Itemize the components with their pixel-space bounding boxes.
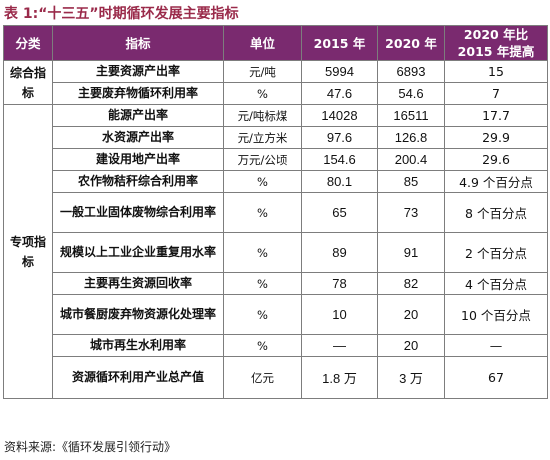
indicator-cell: 主要废弃物循环利用率 <box>52 82 224 105</box>
value-2020-cell: 6893 <box>377 60 445 83</box>
table-row: 建设用地产出率 万元/公顷 154.6 200.4 29.6 <box>4 148 548 171</box>
unit-cell: 元/吨标煤 <box>223 104 302 127</box>
value-2015-cell: 154.6 <box>301 148 378 171</box>
indicator-cell: 建设用地产出率 <box>52 148 224 171</box>
value-2020-cell: 85 <box>377 170 445 193</box>
category-cell: 专项指标 <box>3 104 53 399</box>
header-2015: 2015 年 <box>301 25 378 61</box>
value-2020-cell: 126.8 <box>377 126 445 149</box>
improvement-cell: 15 <box>444 60 548 83</box>
improvement-cell: 29.6 <box>444 148 548 171</box>
value-2020-cell: 16511 <box>377 104 445 127</box>
header-row: 分类 指标 单位 2015 年 2020 年 2020 年比 2015 年提高 <box>3 25 548 61</box>
indicator-cell: 主要资源产出率 <box>52 60 224 83</box>
value-2020-cell: 91 <box>377 232 445 273</box>
indicators-table: 分类 指标 单位 2015 年 2020 年 2020 年比 2015 年提高 … <box>3 25 548 399</box>
table-row: 综合指标 主要资源产出率 元/吨 5994 6893 15 <box>3 60 548 105</box>
header-category: 分类 <box>3 25 53 61</box>
value-2020-cell: 200.4 <box>377 148 445 171</box>
unit-cell: % <box>223 232 302 273</box>
category-cell: 综合指标 <box>3 60 53 105</box>
improvement-cell: 67 <box>444 356 548 399</box>
header-unit: 单位 <box>223 25 302 61</box>
value-2015-cell: 65 <box>301 192 378 233</box>
indicator-cell: 能源产出率 <box>52 104 224 127</box>
value-2015-cell: 78 <box>301 272 378 295</box>
indicator-cell: 农作物秸秆综合利用率 <box>52 170 224 193</box>
unit-cell: % <box>223 170 302 193</box>
improvement-cell: 2 个百分点 <box>444 232 548 273</box>
table-row: 一般工业固体废物综合利用率% 65 73 8 个百分点 <box>4 192 548 233</box>
improvement-cell: 8 个百分点 <box>444 192 548 233</box>
table-row: 主要再生资源回收率% 78 82 4 个百分点 <box>4 272 548 295</box>
improvement-cell: 4 个百分点 <box>444 272 548 295</box>
value-2020-cell: 20 <box>377 294 445 335</box>
indicator-cell: 规模以上工业企业重复用水率 <box>52 232 224 273</box>
indicator-cell: 主要再生资源回收率 <box>52 272 224 295</box>
value-2015-cell: 1.8 万 <box>301 356 378 399</box>
value-2015-cell: 5994 <box>301 60 378 83</box>
unit-cell: 万元/公顷 <box>223 148 302 171</box>
value-2015-cell: 97.6 <box>301 126 378 149</box>
table-title: 表 1:“十三五”时期循环发展主要指标 <box>4 6 239 22</box>
unit-cell: % <box>223 334 302 357</box>
unit-cell: 亿元 <box>223 356 302 399</box>
table-row: 农作物秸秆综合利用率% 80.1 85 4.9 个百分点 <box>4 170 548 193</box>
value-2020-cell: 73 <box>377 192 445 233</box>
header-2020: 2020 年 <box>377 25 445 61</box>
value-2015-cell: 10 <box>301 294 378 335</box>
table-row: 主要废弃物循环利用率% 47.6 54.6 7 <box>4 82 548 105</box>
value-2015-cell: 14028 <box>301 104 378 127</box>
improvement-cell: 7 <box>444 82 548 105</box>
value-2015-cell: 80.1 <box>301 170 378 193</box>
value-2020-cell: 54.6 <box>377 82 445 105</box>
unit-cell: 元/立方米 <box>223 126 302 149</box>
header-indicator: 指标 <box>52 25 224 61</box>
header-improvement: 2020 年比 2015 年提高 <box>444 25 548 61</box>
unit-cell: % <box>223 272 302 295</box>
value-2015-cell: 89 <box>301 232 378 273</box>
table-row: 专项指标 能源产出率 元/吨标煤 14028 16511 17.7 <box>3 104 548 399</box>
improvement-cell: 10 个百分点 <box>444 294 548 335</box>
value-2020-cell: 3 万 <box>377 356 445 399</box>
table-row: 规模以上工业企业重复用水率% 89 91 2 个百分点 <box>4 232 548 273</box>
value-2020-cell: 82 <box>377 272 445 295</box>
indicator-cell: 城市再生水利用率 <box>52 334 224 357</box>
table-row: 水资源产出率 元/立方米 97.6 126.8 29.9 <box>4 126 548 149</box>
indicator-cell: 水资源产出率 <box>52 126 224 149</box>
unit-cell: % <box>223 82 302 105</box>
improvement-cell: 29.9 <box>444 126 548 149</box>
indicator-cell: 一般工业固体废物综合利用率 <box>52 192 224 233</box>
value-2020-cell: 20 <box>377 334 445 357</box>
unit-cell: % <box>223 192 302 233</box>
value-2015-cell: — <box>301 334 378 357</box>
indicator-cell: 资源循环利用产业总产值 <box>52 356 224 399</box>
improvement-cell: — <box>444 334 548 357</box>
improvement-cell: 4.9 个百分点 <box>444 170 548 193</box>
unit-cell: % <box>223 294 302 335</box>
value-2015-cell: 47.6 <box>301 82 378 105</box>
table-row: 城市餐厨废弃物资源化处理率% 10 20 10 个百分点 <box>4 294 548 335</box>
source-note: 资料来源:《循环发展引领行动》 <box>4 440 177 454</box>
improvement-cell: 17.7 <box>444 104 548 127</box>
indicator-cell: 城市餐厨废弃物资源化处理率 <box>52 294 224 335</box>
unit-cell: 元/吨 <box>223 60 302 83</box>
table-row: 城市再生水利用率% —20— <box>4 334 548 357</box>
